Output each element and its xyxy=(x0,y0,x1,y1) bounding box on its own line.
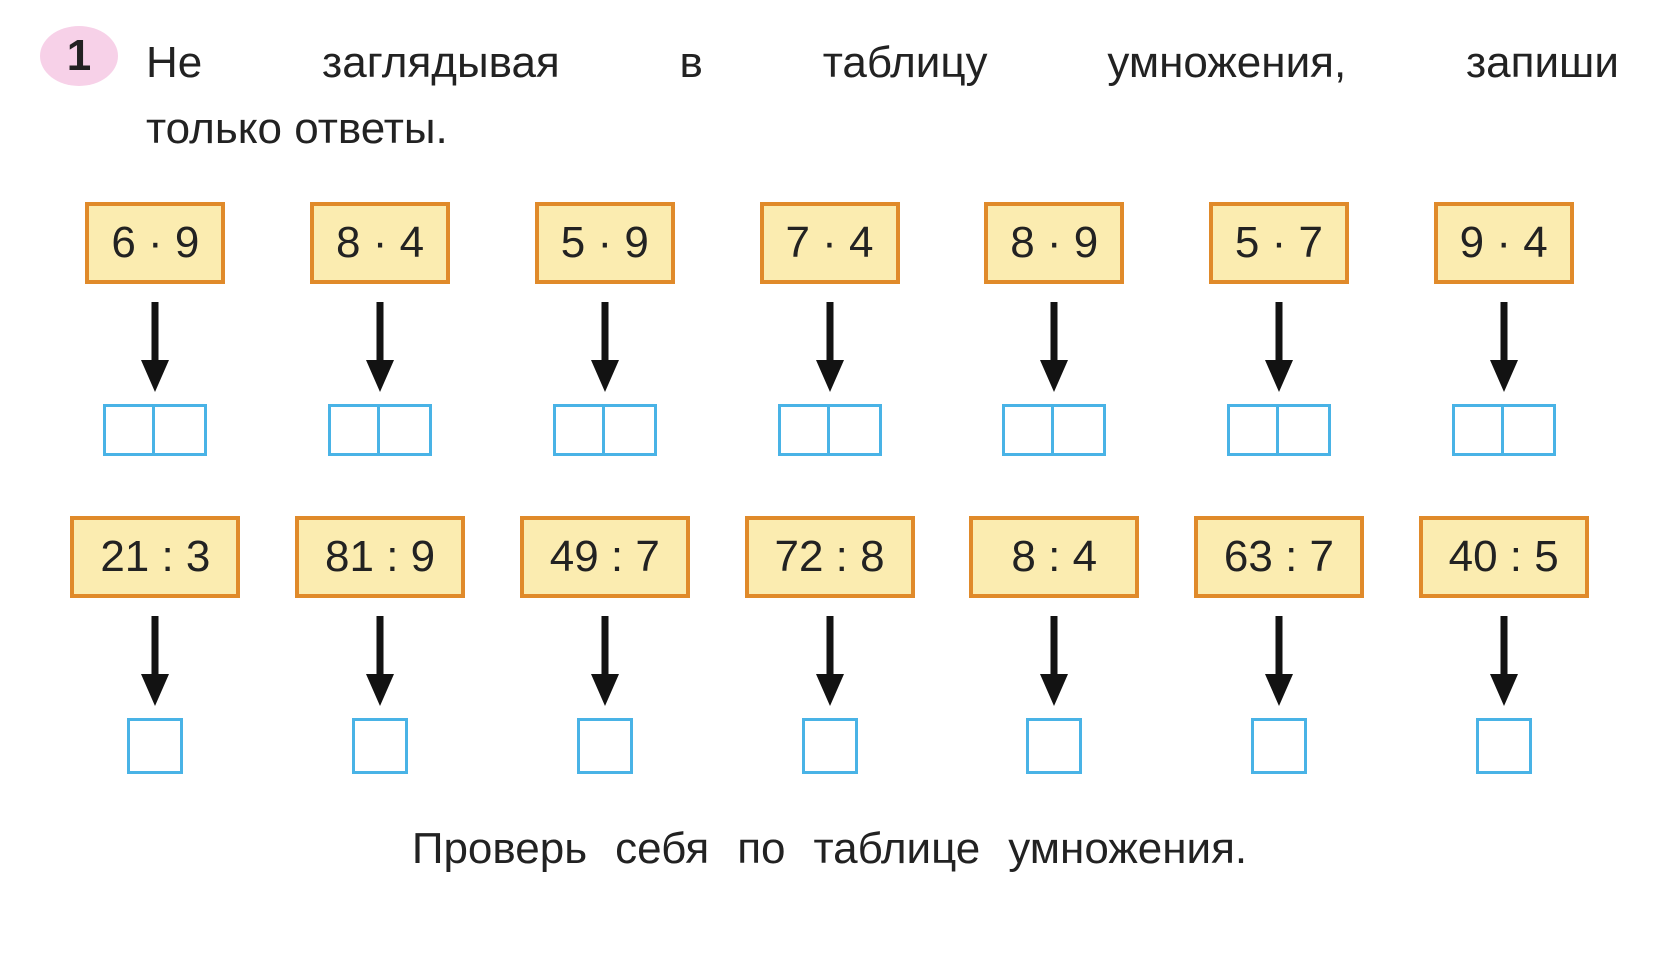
instruction-line-2: только ответы. xyxy=(146,96,1619,162)
word: по xyxy=(737,824,785,874)
answer-cell[interactable] xyxy=(380,404,432,456)
exercise-body: 6 · 9 8 · 4 5 · 9 xyxy=(40,202,1619,774)
problem-cell: 49 : 7 xyxy=(497,516,712,774)
problem-cell: 5 · 7 xyxy=(1172,202,1387,456)
answer-cell[interactable] xyxy=(328,404,380,456)
problem-cell: 5 · 9 xyxy=(497,202,712,456)
arrow-down-icon xyxy=(141,616,169,706)
instruction-line-1: Не заглядывая в таблицу умножения, запиш… xyxy=(146,30,1619,96)
answer-cell[interactable] xyxy=(103,404,155,456)
answer-box-double[interactable] xyxy=(553,404,657,456)
answer-box-double[interactable] xyxy=(1452,404,1556,456)
word: умножения. xyxy=(1008,824,1247,874)
answer-box-single[interactable] xyxy=(1476,718,1532,774)
expression-box: 72 : 8 xyxy=(745,516,915,598)
word: в xyxy=(680,30,703,96)
problem-cell: 81 : 9 xyxy=(273,516,488,774)
instruction-text: Не заглядывая в таблицу умножения, запиш… xyxy=(146,30,1619,162)
answer-cell[interactable] xyxy=(155,404,207,456)
answer-cell[interactable] xyxy=(778,404,830,456)
answer-cell[interactable] xyxy=(553,404,605,456)
word: себя xyxy=(615,824,709,874)
problem-cell: 63 : 7 xyxy=(1172,516,1387,774)
exercise-number: 1 xyxy=(67,31,91,81)
exercise-header: 1 Не заглядывая в таблицу умножения, зап… xyxy=(40,30,1619,162)
answer-box-single[interactable] xyxy=(802,718,858,774)
expression-box: 49 : 7 xyxy=(520,516,690,598)
answer-box-single[interactable] xyxy=(352,718,408,774)
problem-cell: 72 : 8 xyxy=(722,516,937,774)
answer-box-double[interactable] xyxy=(103,404,207,456)
word: таблице xyxy=(813,824,980,874)
answer-cell[interactable] xyxy=(1452,404,1504,456)
answer-box-single[interactable] xyxy=(577,718,633,774)
answer-box-single[interactable] xyxy=(1251,718,1307,774)
answer-cell[interactable] xyxy=(1279,404,1331,456)
problem-cell: 8 : 4 xyxy=(947,516,1162,774)
arrow-down-icon xyxy=(366,616,394,706)
expression-box: 8 : 4 xyxy=(969,516,1139,598)
answer-box-double[interactable] xyxy=(1002,404,1106,456)
arrow-down-icon xyxy=(1040,302,1068,392)
arrow-down-icon xyxy=(1490,302,1518,392)
arrow-down-icon xyxy=(816,616,844,706)
expression-box: 6 · 9 xyxy=(85,202,225,284)
answer-box-single[interactable] xyxy=(127,718,183,774)
answer-cell[interactable] xyxy=(830,404,882,456)
expression-box: 5 · 9 xyxy=(535,202,675,284)
expression-box: 7 · 4 xyxy=(760,202,900,284)
expression-box: 40 : 5 xyxy=(1419,516,1589,598)
answer-cell[interactable] xyxy=(352,718,408,774)
arrow-down-icon xyxy=(366,302,394,392)
arrow-down-icon xyxy=(591,616,619,706)
expression-box: 8 · 9 xyxy=(984,202,1124,284)
answer-cell[interactable] xyxy=(577,718,633,774)
answer-cell[interactable] xyxy=(1227,404,1279,456)
answer-cell[interactable] xyxy=(1504,404,1556,456)
footer-hint: Проверь себя по таблице умножения. xyxy=(40,824,1619,874)
word: таблицу xyxy=(823,30,988,96)
problem-cell: 9 · 4 xyxy=(1396,202,1611,456)
problem-cell: 21 : 3 xyxy=(48,516,263,774)
row-multiplication: 6 · 9 8 · 4 5 · 9 xyxy=(48,202,1611,456)
problem-cell: 40 : 5 xyxy=(1396,516,1611,774)
answer-box-single[interactable] xyxy=(1026,718,1082,774)
answer-box-double[interactable] xyxy=(778,404,882,456)
answer-cell[interactable] xyxy=(802,718,858,774)
arrow-down-icon xyxy=(141,302,169,392)
answer-cell[interactable] xyxy=(1002,404,1054,456)
answer-cell[interactable] xyxy=(1054,404,1106,456)
problem-cell: 8 · 9 xyxy=(947,202,1162,456)
arrow-down-icon xyxy=(1490,616,1518,706)
arrow-down-icon xyxy=(591,302,619,392)
word: заглядывая xyxy=(322,30,560,96)
answer-box-double[interactable] xyxy=(1227,404,1331,456)
expression-box: 9 · 4 xyxy=(1434,202,1574,284)
arrow-down-icon xyxy=(816,302,844,392)
expression-box: 81 : 9 xyxy=(295,516,465,598)
expression-box: 21 : 3 xyxy=(70,516,240,598)
word: запиши xyxy=(1466,30,1619,96)
problem-cell: 6 · 9 xyxy=(48,202,263,456)
arrow-down-icon xyxy=(1265,302,1293,392)
answer-cell[interactable] xyxy=(1251,718,1307,774)
problem-cell: 7 · 4 xyxy=(722,202,937,456)
row-division: 21 : 3 81 : 9 49 : 7 xyxy=(48,516,1611,774)
answer-cell[interactable] xyxy=(1026,718,1082,774)
answer-cell[interactable] xyxy=(605,404,657,456)
answer-box-double[interactable] xyxy=(328,404,432,456)
exercise-number-badge: 1 xyxy=(40,26,118,86)
arrow-down-icon xyxy=(1265,616,1293,706)
expression-box: 8 · 4 xyxy=(310,202,450,284)
expression-box: 5 · 7 xyxy=(1209,202,1349,284)
arrow-down-icon xyxy=(1040,616,1068,706)
problem-cell: 8 · 4 xyxy=(273,202,488,456)
answer-cell[interactable] xyxy=(1476,718,1532,774)
expression-box: 63 : 7 xyxy=(1194,516,1364,598)
word: умножения, xyxy=(1107,30,1346,96)
word: Не xyxy=(146,30,202,96)
answer-cell[interactable] xyxy=(127,718,183,774)
word: Проверь xyxy=(412,824,587,874)
